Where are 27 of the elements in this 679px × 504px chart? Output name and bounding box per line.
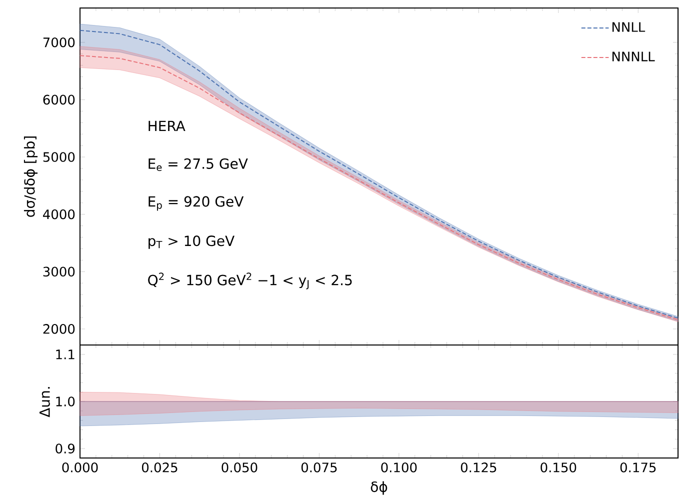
annotation: p$_{T}$ > 10 GeV: [148, 236, 234, 249]
y-tick-label: 4000: [43, 209, 75, 220]
y-tick-label: 1.0: [56, 396, 75, 406]
y-axis-title: Δun.: [40, 387, 50, 418]
legend-label: NNNLL: [612, 52, 655, 62]
annotation: Q$^{2}$ > 150 GeV$^{2}$ −1 < y$_{J}$ < 2.5: [148, 272, 352, 290]
x-axis-title: δϕ: [370, 481, 388, 495]
annotation: E$_{e}$ = 27.5 GeV: [148, 158, 248, 172]
y-tick-label: 1.1: [56, 350, 74, 360]
y-tick-label: 0.9: [56, 444, 75, 454]
x-tick-label: 0.175: [620, 462, 656, 472]
x-tick-label: 0.075: [301, 462, 337, 472]
x-tick-label: 0.025: [142, 462, 178, 472]
x-tick-label: 0.150: [540, 462, 576, 472]
y-tick-label: 7000: [43, 37, 75, 48]
x-tick-label: 0.125: [460, 462, 496, 472]
y-tick-label: 3000: [43, 266, 75, 277]
x-tick-label: 0.100: [381, 462, 417, 472]
y-tick-label: 5000: [43, 152, 75, 162]
legend-label: NNLL: [612, 22, 646, 32]
y-axis-title: dσ/dδϕ [pb]: [24, 136, 38, 217]
y-tick-label: 2000: [43, 324, 75, 334]
x-tick-label: 0.000: [62, 462, 98, 472]
annotation: HERA: [148, 120, 186, 132]
x-tick-label: 0.050: [222, 462, 258, 472]
annotation: E$_{p}$ = 920 GeV: [148, 196, 244, 211]
y-tick-label: 6000: [43, 94, 75, 105]
